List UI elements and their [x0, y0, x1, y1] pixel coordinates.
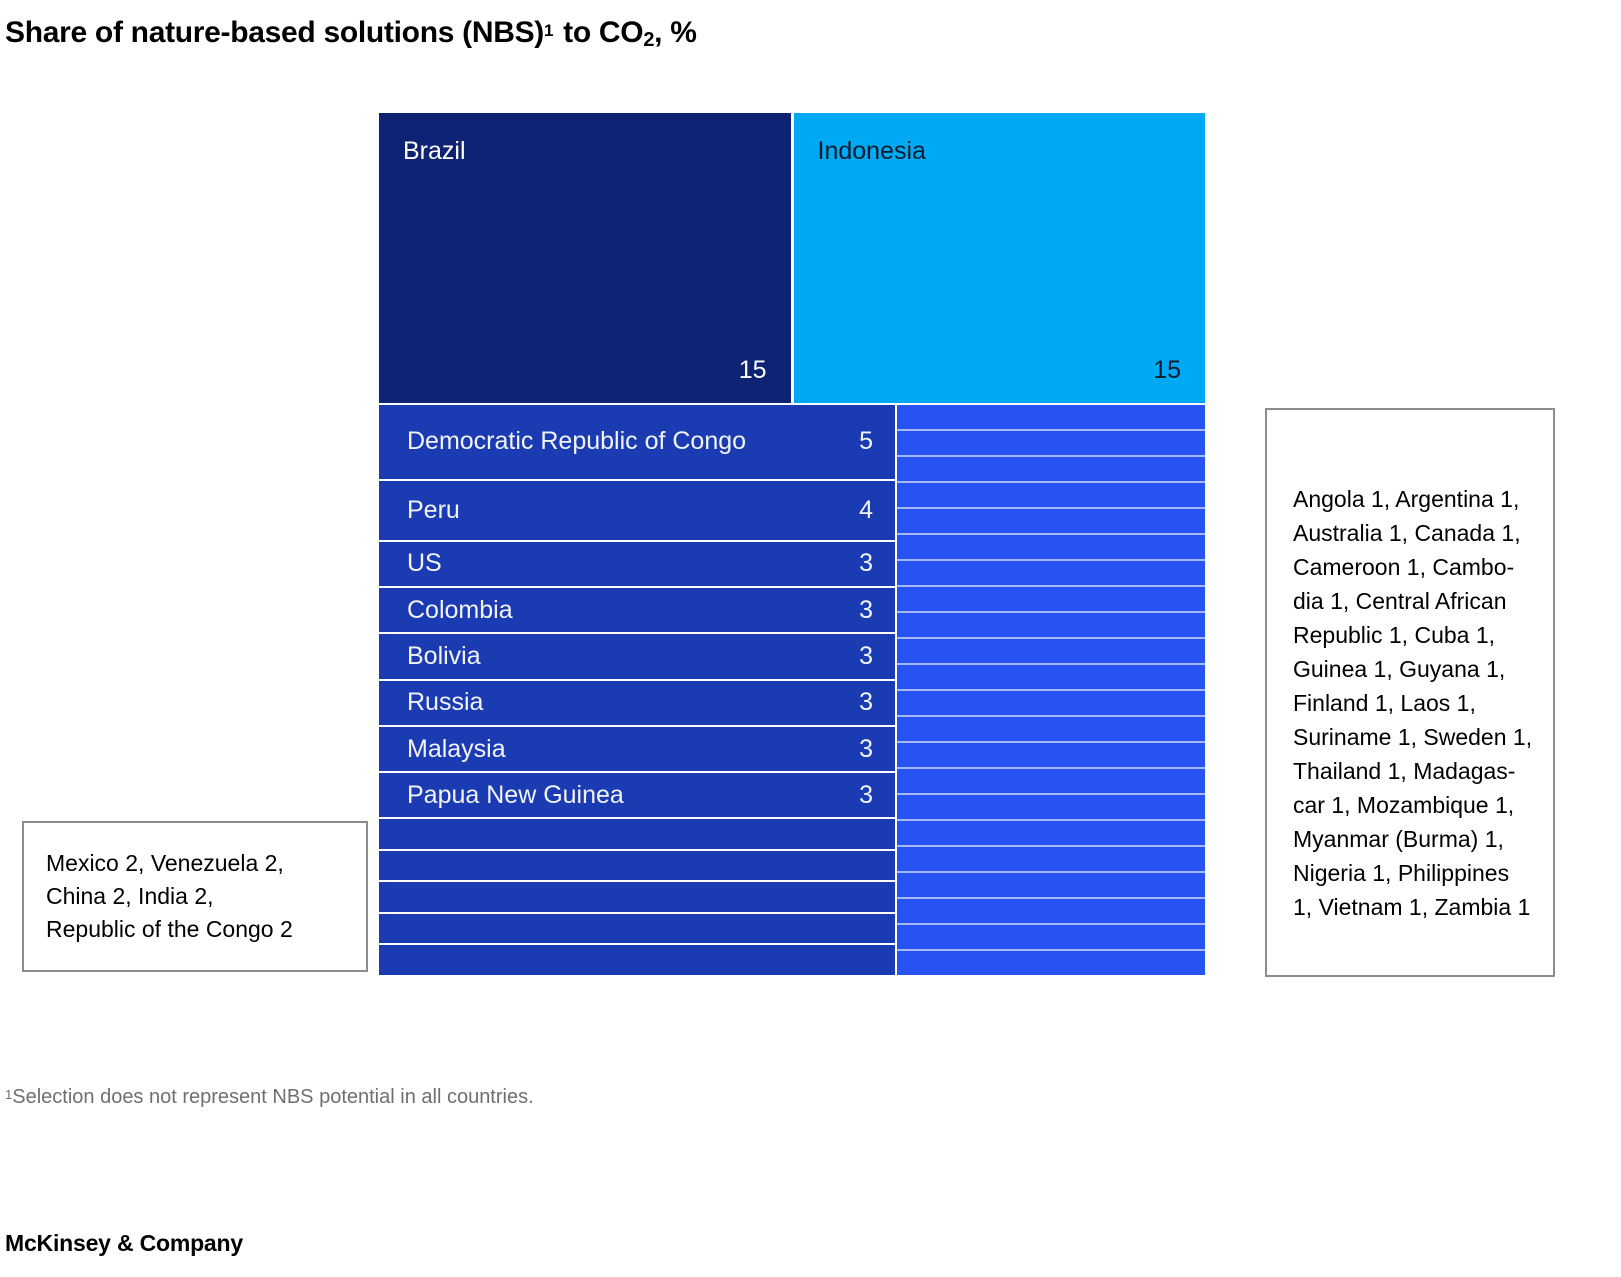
- treemap-row-papua-new-guinea: Papua New Guinea 3: [379, 773, 895, 818]
- treemap-mid-column: Democratic Republic of Congo 5 Peru 4 US 3 Col…: [379, 405, 895, 975]
- footnote-text: Selection does not represent NBS potenti…: [12, 1086, 534, 1108]
- treemap-stripe-guinea: [897, 613, 1205, 637]
- treemap-stripe-central-african-republic: [897, 561, 1205, 585]
- title-subscript: 2: [643, 29, 655, 51]
- treemap-stripe-argentina: [897, 431, 1205, 455]
- country-label: Peru: [407, 495, 460, 524]
- footnote-marker: 1: [5, 1087, 13, 1102]
- treemap-stripe-sweden: [897, 743, 1205, 767]
- footer-logo: McKinsey & Company: [5, 1230, 243, 1256]
- treemap-row-peru: Peru 4: [379, 480, 895, 540]
- country-value: 5: [859, 427, 873, 456]
- treemap-stripe-myanmar-burma: [897, 847, 1205, 871]
- title-main: Share of nature-based solutions (NBS): [5, 16, 544, 49]
- treemap-row-venezuela: [379, 850, 895, 881]
- treemap-stripe-finland: [897, 665, 1205, 689]
- treemap-row-malaysia: Malaysia 3: [379, 726, 895, 772]
- treemap-stripe-guyana: [897, 639, 1205, 663]
- country-label: Bolivia: [407, 641, 481, 670]
- treemap-row-mexico: [379, 819, 895, 849]
- left-annotation-box: Mexico 2, Venezuela 2, China 2, India 2,…: [22, 821, 368, 972]
- treemap-block-brazil: Brazil 15: [379, 113, 791, 403]
- title-footnote-marker: 1: [543, 21, 554, 40]
- treemap-row-republic-of-the-congo: [379, 945, 895, 975]
- country-label: Colombia: [407, 595, 513, 624]
- treemap-row-us: US 3: [379, 541, 895, 587]
- footnote: 1Selection does not represent NBS potent…: [5, 1086, 534, 1109]
- left-annotation-text: Mexico 2, Venezuela 2, China 2, India 2,…: [46, 850, 293, 942]
- treemap-stripe-thailand: [897, 769, 1205, 793]
- treemap-stripe-nigeria: [897, 873, 1205, 897]
- right-annotation-box: Angola 1, Argentina 1, Australia 1, Cana…: [1265, 408, 1555, 977]
- treemap-stripe-philippines: [897, 899, 1205, 923]
- country-label: US: [407, 549, 442, 578]
- country-value: 3: [859, 734, 873, 763]
- treemap-row-colombia: Colombia 3: [379, 588, 895, 633]
- country-label: Democratic Republic of Congo: [407, 427, 747, 456]
- country-value: 3: [859, 549, 873, 578]
- country-value: 3: [859, 595, 873, 624]
- treemap-row-india: [379, 913, 895, 944]
- treemap-stripe-zambia: [897, 951, 1205, 975]
- treemap-row-bolivia: Bolivia 3: [379, 634, 895, 679]
- country-value: 4: [859, 495, 873, 524]
- treemap-stripe-vietnam: [897, 925, 1205, 949]
- treemap-stripe-column: [897, 405, 1205, 975]
- treemap-stripe-australia: [897, 457, 1205, 481]
- country-value: 3: [859, 780, 873, 809]
- right-annotation-text: Angola 1, Argentina 1, Australia 1, Cana…: [1293, 486, 1533, 920]
- treemap-row-democratic-republic-of-congo: Democratic Republic of Congo 5: [379, 405, 895, 479]
- treemap-stripe-laos: [897, 691, 1205, 715]
- treemap: Brazil 15 Indonesia 15 Democratic Republ…: [379, 113, 1205, 975]
- title-suffix: , %: [654, 16, 697, 49]
- treemap-stripe-cuba: [897, 587, 1205, 611]
- country-value: 15: [1153, 356, 1181, 384]
- title-mid: to CO: [555, 16, 644, 49]
- country-label: Malaysia: [407, 734, 506, 763]
- treemap-block-indonesia: Indonesia 15: [793, 113, 1205, 403]
- treemap-row-russia: Russia 3: [379, 680, 895, 725]
- treemap-stripe-mozambique: [897, 821, 1205, 845]
- country-label: Papua New Guinea: [407, 780, 624, 809]
- treemap-bottom-row: Democratic Republic of Congo 5 Peru 4 US 3 Col…: [379, 405, 1205, 975]
- treemap-stripe-madagascar: [897, 795, 1205, 819]
- page-title: Share of nature-based solutions (NBS)1 t…: [5, 16, 697, 52]
- treemap-stripe-canada: [897, 483, 1205, 507]
- country-value: 15: [738, 356, 767, 384]
- treemap-row-china: [379, 882, 895, 912]
- country-label: Russia: [407, 688, 484, 717]
- country-label: Brazil: [403, 137, 466, 165]
- treemap-top-row: Brazil 15 Indonesia 15: [379, 113, 1205, 403]
- treemap-stripe-cameroon: [897, 509, 1205, 533]
- treemap-stripe-cambodia: [897, 535, 1205, 559]
- country-value: 3: [859, 688, 873, 717]
- treemap-stripe-angola: [897, 405, 1205, 429]
- treemap-stripe-suriname: [897, 717, 1205, 741]
- country-value: 3: [859, 641, 873, 670]
- country-label: Indonesia: [817, 137, 926, 165]
